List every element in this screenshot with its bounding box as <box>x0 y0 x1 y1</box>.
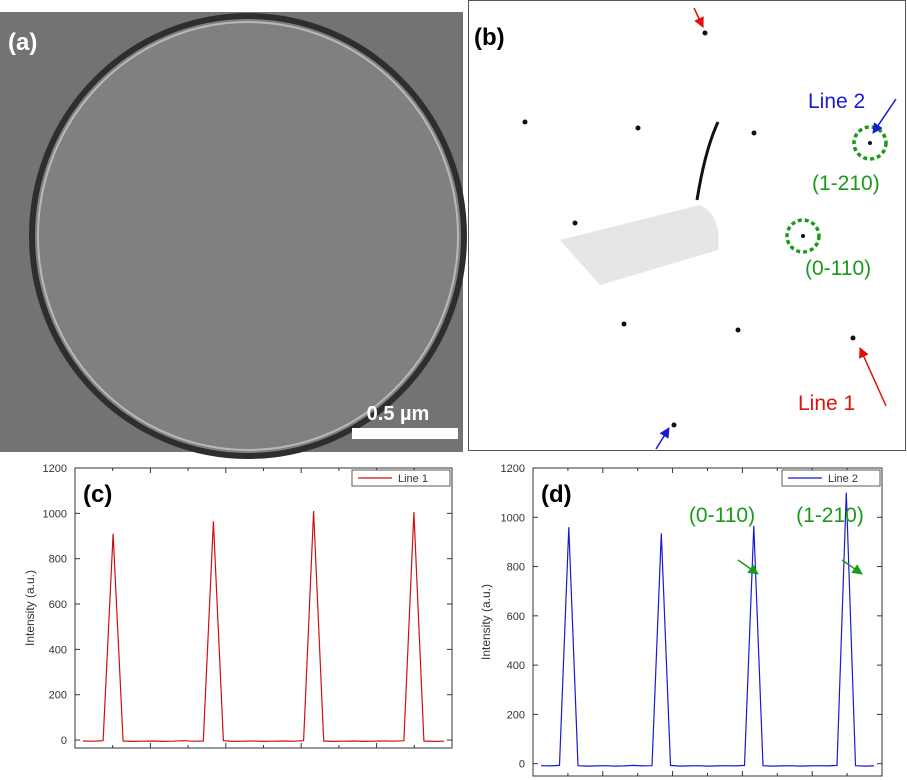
y-tick-label: 0 <box>519 759 525 771</box>
legend-box <box>351 469 451 487</box>
charts: 0 200 400 600 800 1000 1200 Intensity (a.u.) (c)… <box>23 463 883 777</box>
y-tick-label: 0 <box>61 735 67 747</box>
line <box>82 511 445 743</box>
spot-circle <box>852 125 888 161</box>
arrow <box>859 347 887 407</box>
line <box>540 492 875 767</box>
line2-label: Line 2 <box>808 90 865 113</box>
annotation-arrow <box>841 559 863 575</box>
spot-label: (1-210) <box>812 172 880 195</box>
y-tick-label: 800 <box>49 554 67 566</box>
y-axis-label: Intensity (a.u.) <box>479 584 493 660</box>
hole-rim <box>37 21 459 451</box>
beam-stop <box>560 205 719 285</box>
annotation-arrow <box>737 559 759 575</box>
scale-bar-label: 0.5 µm <box>367 403 430 425</box>
hole <box>29 13 467 459</box>
y-tick-label: 1000 <box>43 508 67 520</box>
spots <box>522 30 872 428</box>
y-tick-label: 200 <box>507 709 525 721</box>
y-tick-label: 200 <box>49 690 67 702</box>
y-tick-label: 600 <box>49 599 67 611</box>
arrow <box>655 427 670 450</box>
panel-label: (c) <box>83 481 112 508</box>
line1-label: Line 1 <box>798 392 855 415</box>
scale-bar <box>352 428 458 439</box>
spot-label: (0-110) <box>805 257 871 280</box>
arrow <box>693 7 704 28</box>
arrow <box>872 98 897 134</box>
y-tick-label: 800 <box>507 562 525 574</box>
panel-b: (b) Line 2 (1-210) (0-110) Line 1 <box>468 0 906 451</box>
panel-label: (d) <box>541 481 572 508</box>
y-tick-label: 600 <box>507 611 525 623</box>
legend-box <box>781 469 881 487</box>
y-axis-label: Intensity (a.u.) <box>23 570 37 646</box>
y-tick-label: 400 <box>507 660 525 672</box>
plot-frame <box>74 467 453 749</box>
y-tick-label: 1200 <box>501 463 525 475</box>
legend-label: Line 2 <box>828 473 858 485</box>
spot-circle <box>785 218 821 254</box>
annotation: (1-210) <box>796 504 864 527</box>
legend-label: Line 1 <box>398 473 428 485</box>
panel-label: (a) <box>8 29 37 56</box>
streak <box>695 121 720 201</box>
y-tick-label: 1000 <box>501 512 525 524</box>
panel-label: (b) <box>474 24 505 51</box>
panel-a: (a) 0.5 µm <box>0 12 467 459</box>
y-tick-label: 400 <box>49 644 67 656</box>
y-tick-label: 1200 <box>43 463 67 475</box>
annotation: (0-110) <box>689 504 755 527</box>
